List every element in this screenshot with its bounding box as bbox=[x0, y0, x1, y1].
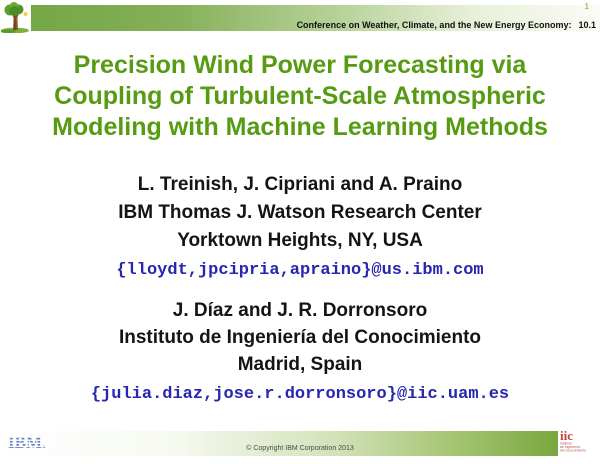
slide-title-line-2: Coupling of Turbulent-Scale Atmospheric bbox=[54, 82, 546, 110]
slide-page-number: 1 bbox=[584, 2, 589, 11]
author-block-ibm: L. Treinish, J. Cipriani and A. Praino I… bbox=[0, 171, 600, 285]
email-iic: {julia.diaz,jose.r.dorronsoro}@iic.uam.e… bbox=[90, 385, 510, 404]
conference-title-label: Conference on Weather, Climate, and the … bbox=[296, 20, 572, 30]
author-block-iic: J. Díaz and J. R. Dorronsoro Instituto d… bbox=[0, 297, 600, 408]
authors-iic: J. Díaz and J. R. Dorronsoro bbox=[172, 300, 428, 321]
affiliation-iic: Instituto de Ingeniería del Conocimiento bbox=[118, 327, 482, 348]
iic-logo-wordmark: iic bbox=[560, 428, 573, 443]
iic-logo: iic instituto de ingeniería del conocimi… bbox=[558, 429, 599, 460]
slide-title-line-1: Precision Wind Power Forecasting via bbox=[73, 51, 527, 79]
header-gradient-bar bbox=[31, 5, 600, 31]
ibm-logo-stripes bbox=[8, 436, 56, 448]
session-number: 10.1 bbox=[578, 20, 596, 30]
tree-logo-icon bbox=[1, 2, 29, 33]
affiliation-ibm: IBM Thomas J. Watson Research Center bbox=[118, 202, 482, 223]
email-ibm: {lloydt,jpcipria,apraino}@us.ibm.com bbox=[116, 261, 484, 280]
ibm-logo-icon: IBM. bbox=[8, 433, 56, 452]
authors-ibm: L. Treinish, J. Cipriani and A. Praino bbox=[137, 174, 463, 195]
slide-title-line-3: Modeling with Machine Learning Methods bbox=[52, 113, 548, 141]
copyright-notice: © Copyright IBM Corporation 2013 bbox=[246, 445, 354, 452]
slide-title: Precision Wind Power Forecasting via Cou… bbox=[0, 50, 600, 143]
location-iic: Madrid, Spain bbox=[237, 354, 363, 375]
location-ibm: Yorktown Heights, NY, USA bbox=[177, 230, 423, 251]
conference-header: Conference on Weather, Climate, and the … bbox=[297, 20, 596, 30]
iic-logo-tagline: instituto de ingeniería del conocimiento bbox=[560, 442, 587, 453]
footer-gradient-bar bbox=[0, 431, 558, 456]
